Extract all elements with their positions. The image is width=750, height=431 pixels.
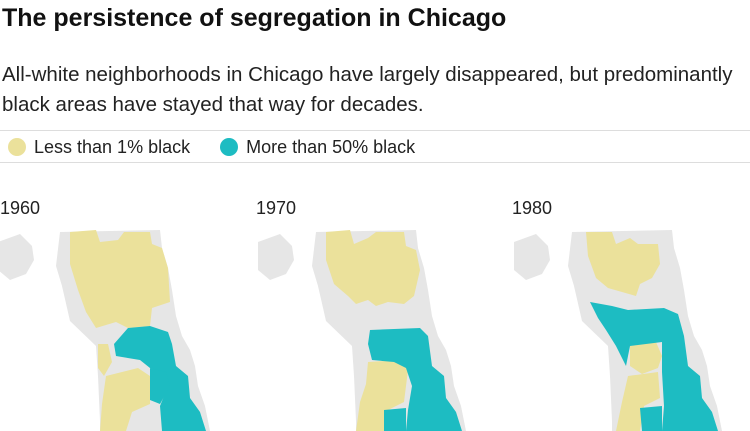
- teal-circle-icon: [220, 138, 239, 156]
- yellow-circle-icon: [8, 138, 26, 156]
- map-year-label: 1970: [256, 198, 297, 218]
- map-panel-1980: 1980: [512, 198, 750, 431]
- map-year-label: 1960: [0, 198, 41, 218]
- legend-label: More than 50% black: [246, 136, 416, 157]
- map-year-label: 1980: [512, 198, 553, 218]
- chicago-map-1960: [0, 230, 210, 431]
- white-neighborhoods: [70, 230, 170, 431]
- map-panel-1970: 1970: [256, 198, 506, 431]
- black-neighborhoods: [114, 326, 206, 431]
- legend-bottom-divider: [0, 162, 750, 163]
- legend-top-divider: [0, 130, 750, 131]
- black-neighborhoods: [368, 328, 462, 431]
- white-neighborhoods: [586, 232, 662, 431]
- black-neighborhoods: [590, 302, 718, 431]
- map-legend: Less than 1% black More than 50% black: [8, 136, 445, 158]
- legend-item-less-than-1-pct-black: Less than 1% black: [8, 137, 190, 158]
- chart-title: The persistence of segregation in Chicag…: [2, 4, 507, 32]
- chicago-map-1980: [514, 230, 722, 431]
- white-neighborhoods: [326, 230, 420, 431]
- chicago-map-1970: [258, 230, 466, 431]
- legend-item-more-than-50-pct-black: More than 50% black: [220, 137, 415, 158]
- chart-subtitle: All-white neighborhoods in Chicago have …: [2, 63, 733, 116]
- map-panel-1960: 1960: [0, 198, 250, 431]
- legend-label: Less than 1% black: [34, 136, 191, 157]
